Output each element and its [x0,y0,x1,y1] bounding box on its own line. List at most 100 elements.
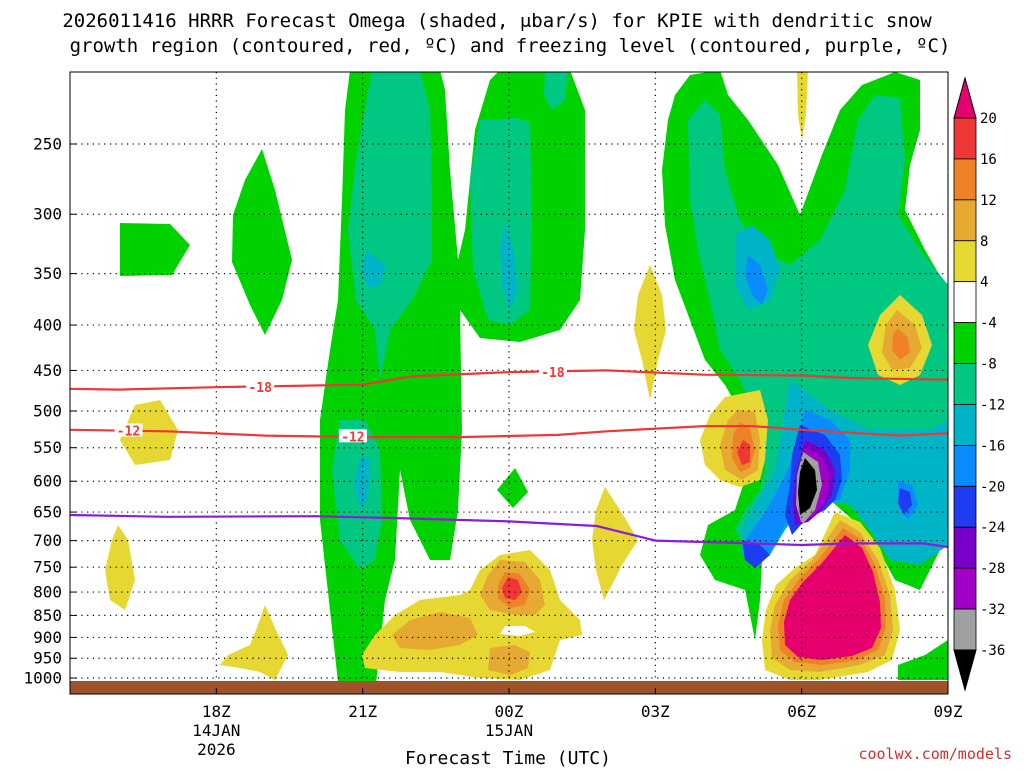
contour-line [70,369,948,391]
omega-region-sinking-weak [120,400,178,465]
colorbar-swatch [953,158,977,201]
colorbar-swatch [953,526,977,569]
colorbar-label: 16 [980,152,997,168]
colorbar-label: -8 [980,357,997,373]
omega-shaded-field [105,72,948,694]
contour-label: -12 [117,425,140,440]
y-tick-label: 300 [33,205,62,224]
omega-region-neutral [500,626,535,636]
contour-line [70,513,948,549]
colorbar-label: 12 [980,193,997,209]
chart-title-line1: 2026011416 HRRR Forecast Omega (shaded, … [62,10,932,32]
colorbar-swatch [953,281,977,324]
colorbar-swatch [953,608,977,651]
y-tick-label: 850 [33,606,62,625]
omega-region-rising-moderate [470,118,532,325]
colorbar-swatch [953,363,977,405]
x-tick-date: 14JAN [192,721,240,740]
omega-region-sinking-extreme [784,535,881,660]
x-tick-label: 06Z [787,702,816,721]
omega-region-sinking-moderate [392,612,478,650]
y-axis: 250 300 350 400 450 500 550 600 650 700 750 800 850 9… [23,135,76,688]
x-tick-year: 2026 [197,740,236,759]
contour-line [70,425,948,439]
omega-region-rising-moderate [544,72,568,110]
y-tick-label: 350 [33,264,62,283]
colorbar-label: 4 [980,275,988,291]
colorbar-label: 20 [980,111,997,127]
colorbar-label: 8 [980,234,988,250]
omega-region-rising-weak [120,223,190,276]
y-tick-label: 800 [33,583,62,602]
x-tick-label: 00Z [495,702,524,721]
omega-region-sinking-weak [220,605,288,680]
y-tick-label: 1000 [23,669,62,688]
colorbar-label: -28 [980,561,1005,577]
y-tick-label: 550 [33,438,62,457]
plot-area: -18 -18 -12 -12 [70,72,948,694]
y-tick-label: 500 [33,402,62,421]
contour-label-bg [114,423,143,437]
ground-surface [70,681,948,694]
colorbar-bottom-triangle [953,649,977,692]
x-tick-date: 15JAN [485,721,533,740]
grid-lines [70,72,948,694]
colorbar-swatch [953,444,977,487]
omega-region-sinking-strong [892,328,910,360]
contour-label-bg [246,380,275,394]
colorbar-swatch [953,404,977,446]
y-tick-label: 750 [33,558,62,577]
contour-label: -12 [341,430,364,445]
omega-region-rising-weak [898,640,948,680]
colorbar-label: -4 [980,316,997,332]
colorbar-swatch [953,567,977,610]
contour-label: -18 [541,366,565,381]
contour-label: -18 [248,381,272,396]
omega-region-rising-intense [742,540,770,568]
y-tick-label: 900 [33,628,62,647]
contour-label-bg [338,429,367,443]
contour-label-bg [538,365,567,379]
colorbar-label: -12 [980,397,1005,413]
omega-region-sinking-very-strong [737,440,750,465]
omega-region-rising-moderate [348,72,432,380]
y-tick-label: 600 [33,472,62,491]
contour-lines: -18 -18 -12 -12 [70,365,948,549]
omega-region-sinking-very-strong [502,577,522,600]
y-tick-label: 450 [33,361,62,380]
colorbar-label: -20 [980,479,1005,495]
x-tick-label: 18Z [202,702,231,721]
chart-title-line2: growth region (contoured, red, ºC) and f… [70,35,951,57]
omega-region-sinking-weak [105,525,135,610]
y-tick-label: 650 [33,503,62,522]
omega-region-rising-intense [898,488,912,515]
colorbar-swatch [953,240,977,283]
omega-region-rising-weak [497,468,528,508]
omega-region-rising-very-strong [745,255,768,305]
colorbar-swatch [953,485,977,528]
colorbar: 20 16 12 8 4 -4 -8 -12 -16 -20 -24 -28 -32 -36 [953,76,1005,692]
y-tick-label: 950 [33,649,62,668]
colorbar-swatch [953,322,977,364]
colorbar-label: -32 [980,602,1005,618]
colorbar-swatch [953,199,977,242]
y-tick-label: 250 [33,135,62,154]
y-tick-label: 700 [33,531,62,550]
omega-region-sinking-weak [592,487,638,600]
omega-region-sinking-weak [634,265,666,400]
colorbar-top-triangle [953,76,977,119]
omega-region-rising-weak [232,149,292,335]
x-axis-label: Forecast Time (UTC) [405,748,611,768]
colorbar-label: -16 [980,438,1005,454]
credit-text: coolwx.com/models [858,745,1012,763]
colorbar-label: -36 [980,643,1005,659]
omega-region-sinking-weak [797,72,808,140]
omega-region-rising-core [798,458,817,515]
x-tick-label: 03Z [641,702,670,721]
x-tick-label: 09Z [934,702,963,721]
x-tick-label: 21Z [348,702,377,721]
y-tick-label: 400 [33,316,62,335]
omega-region-rising-strong [354,455,370,510]
